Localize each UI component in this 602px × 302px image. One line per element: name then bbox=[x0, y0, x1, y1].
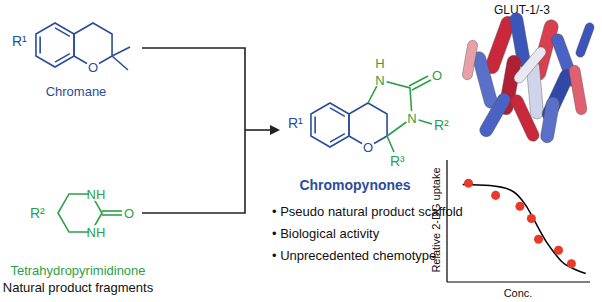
svg-text:Tetrahydropyrimidinone: Tetrahydropyrimidinone bbox=[10, 263, 145, 278]
svg-text:R³: R³ bbox=[390, 153, 405, 169]
svg-text:NH: NH bbox=[87, 187, 106, 202]
svg-text:O: O bbox=[88, 60, 98, 75]
svg-text:R²: R² bbox=[434, 117, 449, 133]
svg-text:Chromopynones: Chromopynones bbox=[299, 177, 410, 193]
svg-text:R²: R² bbox=[30, 205, 45, 221]
svg-text:O: O bbox=[124, 206, 134, 221]
svg-text:O: O bbox=[432, 68, 442, 83]
svg-text:• Unprecedented chemotype: • Unprecedented chemotype bbox=[272, 248, 436, 263]
svg-text:NH: NH bbox=[87, 225, 106, 240]
svg-text:R¹: R¹ bbox=[288, 115, 303, 131]
svg-text:N: N bbox=[407, 111, 416, 126]
svg-text:GLUT-1/-3: GLUT-1/-3 bbox=[494, 3, 550, 17]
svg-text:R¹: R¹ bbox=[12, 33, 27, 49]
svg-text:Natural product fragments: Natural product fragments bbox=[8, 280, 154, 295]
svg-text:Conc.: Conc. bbox=[504, 287, 533, 299]
svg-text:N: N bbox=[375, 73, 384, 88]
svg-text:• Pseudo natural product scaff: • Pseudo natural product scaffold bbox=[272, 204, 463, 219]
svg-text:Relative 2-DG uptake: Relative 2-DG uptake bbox=[430, 167, 442, 272]
svg-text:• Biological activity: • Biological activity bbox=[272, 226, 380, 241]
svg-text:Chromane: Chromane bbox=[46, 84, 107, 99]
svg-text:H: H bbox=[375, 56, 384, 71]
svg-text:O: O bbox=[363, 140, 373, 155]
